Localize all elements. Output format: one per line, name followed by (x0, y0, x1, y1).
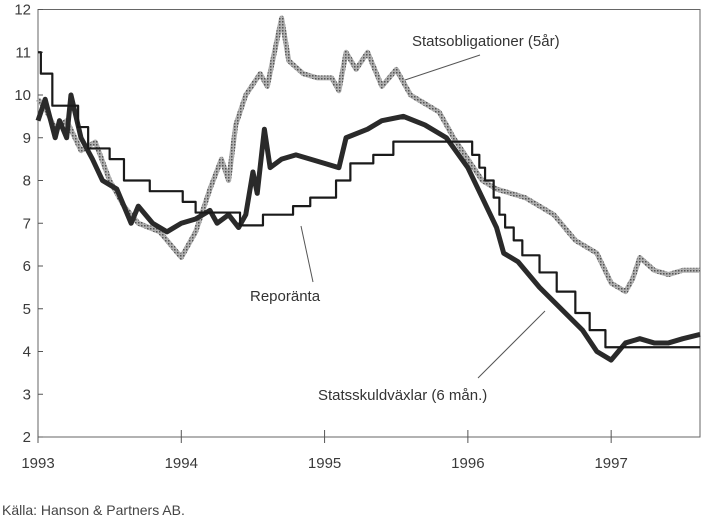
y-tick-label: 9 (23, 130, 31, 147)
leader-statsobligationer (404, 54, 481, 81)
series-group (35, 15, 701, 363)
annotations: Statsobligationer (5år) Reporänta Statss… (250, 33, 560, 404)
y-tick-label: 11 (15, 44, 31, 61)
x-tick-label: 1997 (594, 455, 627, 472)
y-tick-label: 12 (14, 2, 31, 19)
label-statsskuldvaxlar: Statsskuldväxlar (6 mån.) (318, 387, 487, 404)
source-note: Källa: Hanson & Partners AB. (2, 502, 185, 518)
x-tick-label: 1993 (21, 455, 54, 472)
axes: 2 3 4 5 6 7 8 9 10 11 12 1993 1994 1995 1996 1997 (14, 2, 701, 472)
leader-statsskuldvaxlar (477, 310, 546, 379)
series-line-0 (36, 15, 700, 295)
x-tick-label: 1994 (165, 455, 198, 472)
x-tick-label: 1995 (308, 455, 341, 472)
y-tick-label: 3 (23, 386, 31, 403)
label-statsobligationer: Statsobligationer (5år) (412, 33, 560, 50)
y-tick-label: 10 (14, 87, 31, 104)
series-line-2 (38, 51, 700, 349)
label-reporanta: Reporänta (250, 288, 321, 305)
y-tick-label: 7 (23, 215, 31, 232)
series-line-1 (35, 92, 701, 363)
x-tick-label: 1996 (451, 455, 484, 472)
y-tick-label: 4 (23, 344, 31, 361)
y-tick-label: 2 (23, 429, 31, 446)
leader-reporanta (300, 225, 314, 283)
y-tick-label: 8 (23, 173, 31, 190)
y-tick-label: 5 (23, 301, 31, 318)
y-tick-label: 6 (23, 258, 31, 275)
